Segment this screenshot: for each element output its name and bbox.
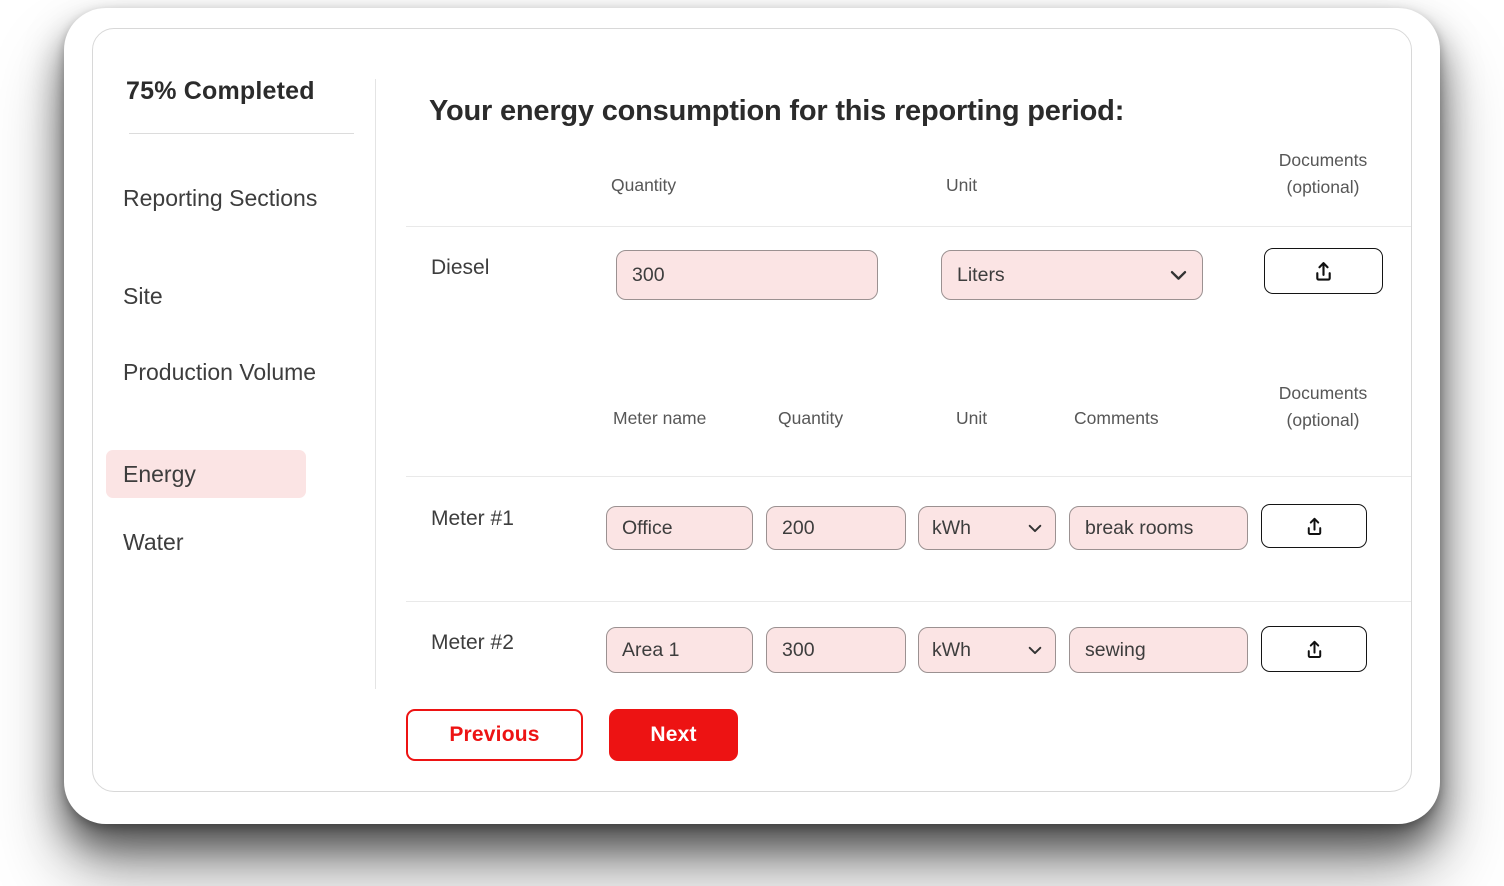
- form-card: 75% Completed Reporting Sections Site Pr…: [64, 8, 1440, 824]
- meter1-unit-value: kWh: [932, 517, 971, 540]
- meter-header-quantity: Quantity: [778, 408, 843, 429]
- meter-header-documents: Documents (optional): [1253, 380, 1393, 434]
- meter-row-label-1: Meter #1: [431, 507, 514, 531]
- meter2-unit-value: kWh: [932, 639, 971, 662]
- sidebar-item-label: Site: [123, 283, 163, 309]
- sidebar-item-label: Water: [123, 529, 184, 555]
- diesel-unit-select[interactable]: Liters: [941, 250, 1203, 300]
- meter-header-comments: Comments: [1074, 408, 1159, 429]
- sidebar-main-divider: [375, 79, 376, 689]
- diesel-upload-document-button[interactable]: [1264, 248, 1383, 294]
- fuel-header-quantity: Quantity: [611, 175, 676, 196]
- meter2-upload-document-button[interactable]: [1261, 626, 1367, 672]
- meter-row-label-2: Meter #2: [431, 631, 514, 655]
- chevron-down-icon: [1028, 524, 1042, 533]
- meter2-unit-select[interactable]: kWh: [918, 627, 1056, 673]
- meter-header-unit: Unit: [956, 408, 987, 429]
- meter-table-divider-middle: [406, 601, 1411, 602]
- fuel-header-unit: Unit: [946, 175, 977, 196]
- previous-button[interactable]: Previous: [406, 709, 583, 761]
- progress-label: 75% Completed: [126, 77, 315, 106]
- fuel-header-documents: Documents (optional): [1248, 147, 1398, 201]
- meter2-quantity-input[interactable]: [766, 627, 906, 673]
- meter1-quantity-input[interactable]: [766, 506, 906, 550]
- upload-icon: [1310, 258, 1337, 285]
- fuel-row-label-diesel: Diesel: [431, 256, 489, 280]
- sidebar-item-label: Energy: [123, 461, 196, 488]
- meter1-comments-input[interactable]: [1069, 506, 1248, 550]
- meter2-comments-input[interactable]: [1069, 627, 1248, 673]
- meter-table-divider-top: [406, 476, 1411, 477]
- chevron-down-icon: [1028, 646, 1042, 655]
- sidebar-item-label: Production Volume: [123, 359, 316, 385]
- upload-icon: [1302, 514, 1327, 539]
- sidebar-item-site[interactable]: Site: [123, 283, 163, 310]
- form-panel: 75% Completed Reporting Sections Site Pr…: [92, 28, 1412, 792]
- meter1-upload-document-button[interactable]: [1261, 504, 1367, 548]
- sidebar-item-production-volume[interactable]: Production Volume: [123, 355, 348, 389]
- next-button[interactable]: Next: [609, 709, 738, 761]
- chevron-down-icon: [1170, 270, 1187, 281]
- page-title: Your energy consumption for this reporti…: [429, 95, 1124, 128]
- meter1-unit-select[interactable]: kWh: [918, 506, 1056, 550]
- meter1-name-input[interactable]: [606, 506, 753, 550]
- sidebar-divider: [129, 133, 354, 134]
- diesel-quantity-input[interactable]: [616, 250, 878, 300]
- meter2-name-input[interactable]: [606, 627, 753, 673]
- sidebar-item-water[interactable]: Water: [123, 529, 184, 556]
- sidebar-item-reporting-sections[interactable]: Reporting Sections: [123, 182, 348, 215]
- meter-header-name: Meter name: [613, 408, 706, 429]
- diesel-unit-value: Liters: [957, 264, 1005, 287]
- upload-icon: [1302, 637, 1327, 662]
- sidebar-item-label: Reporting Sections: [123, 185, 317, 211]
- fuel-table-divider: [406, 226, 1411, 227]
- sidebar-item-energy-active[interactable]: Energy: [106, 450, 306, 498]
